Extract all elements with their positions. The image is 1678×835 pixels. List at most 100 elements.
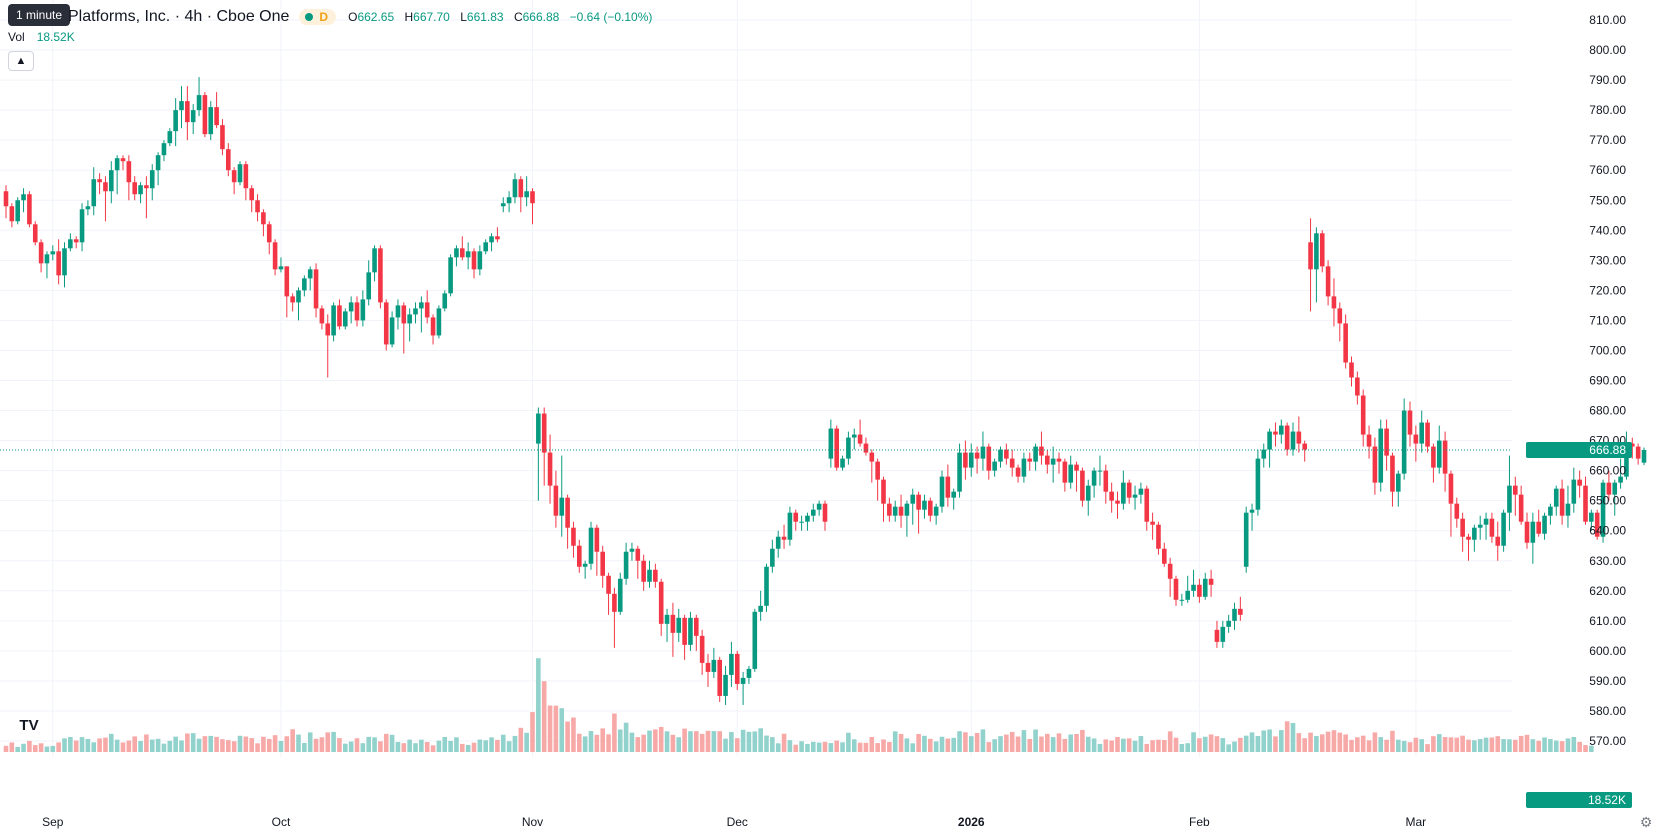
volume-bar	[1050, 737, 1056, 752]
volume-bar	[1284, 721, 1290, 752]
candle-body	[647, 569, 652, 582]
volume-bar	[1583, 745, 1588, 752]
volume-bar	[612, 713, 617, 752]
candle-body	[243, 164, 249, 189]
price-tick-label: 720.00	[1589, 283, 1626, 297]
candle-body	[500, 203, 506, 207]
candle-body	[1080, 470, 1085, 501]
candle-body	[553, 485, 559, 516]
price-tick-label: 730.00	[1589, 253, 1626, 267]
candle-body	[1238, 608, 1243, 615]
candle-body	[1074, 464, 1079, 471]
volume-bar	[32, 745, 38, 752]
candle-body	[1337, 308, 1343, 324]
interval-tooltip: 1 minute	[8, 4, 71, 26]
volume-bar	[1015, 736, 1021, 752]
candle-body	[1589, 512, 1594, 522]
volume-bar	[424, 741, 430, 752]
volume-bar	[120, 742, 126, 752]
candle-body	[383, 302, 389, 345]
volume-bar	[9, 742, 15, 752]
volume-bar	[1349, 739, 1354, 752]
candle-body	[922, 500, 927, 510]
candle-body	[495, 236, 500, 240]
volume-bar	[15, 746, 20, 752]
candle-body	[676, 617, 682, 633]
candle-body	[126, 161, 132, 183]
candle-body	[1185, 590, 1190, 600]
candle-body	[9, 206, 15, 222]
volume-bar	[875, 743, 880, 752]
volume-bar	[1513, 739, 1518, 752]
volume-bar	[465, 744, 471, 752]
volume-bar	[945, 738, 951, 752]
candle-body	[378, 248, 383, 303]
volume-bar	[641, 734, 646, 752]
settings-icon[interactable]: ⚙	[1639, 814, 1653, 830]
candle-body	[389, 317, 395, 345]
volume-bar	[389, 734, 395, 752]
volume-bar	[951, 737, 956, 752]
price-tick-label: 710.00	[1589, 313, 1626, 327]
volume-bar	[407, 739, 412, 752]
candle-body	[1302, 443, 1307, 450]
candle-body	[594, 527, 600, 552]
volume-bar	[740, 729, 746, 752]
candle-body	[1103, 470, 1109, 492]
volume-bar	[1238, 737, 1243, 752]
volume-bar	[1302, 738, 1307, 752]
symbol-legend: Platforms, Inc. · 4h · Cboe One D O662.6…	[68, 6, 652, 28]
time-tick-label: 2026	[958, 815, 985, 829]
candle-body	[85, 206, 91, 210]
volume-bar	[313, 738, 319, 752]
candle-body	[1144, 488, 1150, 522]
candle-body	[577, 545, 582, 567]
volume-bar	[302, 742, 307, 752]
candle-body	[1553, 488, 1559, 507]
candle-body	[144, 185, 149, 189]
candle-body	[1390, 455, 1395, 492]
time-tick-label: Mar	[1406, 815, 1427, 829]
collapse-legend-button[interactable]: ▲	[8, 51, 34, 71]
volume-bar	[694, 731, 699, 752]
volume-bar	[1144, 743, 1150, 752]
volume-bar	[243, 736, 249, 752]
volume-bar	[1343, 734, 1348, 752]
candle-body	[1132, 494, 1138, 498]
candle-body	[963, 452, 968, 468]
candle-body	[1179, 599, 1185, 601]
volume-bar	[290, 729, 295, 752]
price-tick-label: 780.00	[1589, 103, 1626, 117]
volume-bar	[190, 733, 196, 752]
market-status-badge[interactable]: D	[299, 9, 337, 25]
candle-body	[699, 635, 705, 663]
candle-body	[1477, 524, 1483, 528]
candle-body	[325, 323, 331, 336]
volume-bar	[430, 745, 436, 752]
volume-bar	[1331, 730, 1337, 752]
volume-bar	[846, 732, 851, 752]
volume-bar	[811, 741, 816, 752]
volume-bar	[910, 743, 916, 752]
candle-body	[1378, 428, 1384, 483]
ohlc-values: O662.65 H667.70 L661.83 C666.88 −0.64 (−…	[348, 10, 652, 24]
tradingview-logo-icon[interactable]: TV	[14, 712, 44, 738]
market-badge-label: D	[319, 10, 329, 24]
volume-bar	[1466, 739, 1471, 752]
volume-bar	[296, 734, 301, 752]
candle-body	[1559, 488, 1565, 516]
volume-bar	[524, 732, 529, 752]
candle-body	[793, 512, 799, 522]
candle-body	[986, 446, 992, 471]
volume-bar	[1483, 737, 1489, 752]
volume-bar	[816, 742, 822, 752]
volume-bar	[97, 738, 102, 752]
symbol-title[interactable]: Platforms, Inc. · 4h · Cboe One	[68, 8, 290, 25]
candle-body	[1109, 491, 1114, 501]
candle-body	[734, 653, 740, 684]
candle-body	[518, 179, 524, 198]
candle-body	[1121, 482, 1126, 504]
candle-body	[1495, 536, 1501, 546]
volume-bar	[343, 743, 348, 752]
